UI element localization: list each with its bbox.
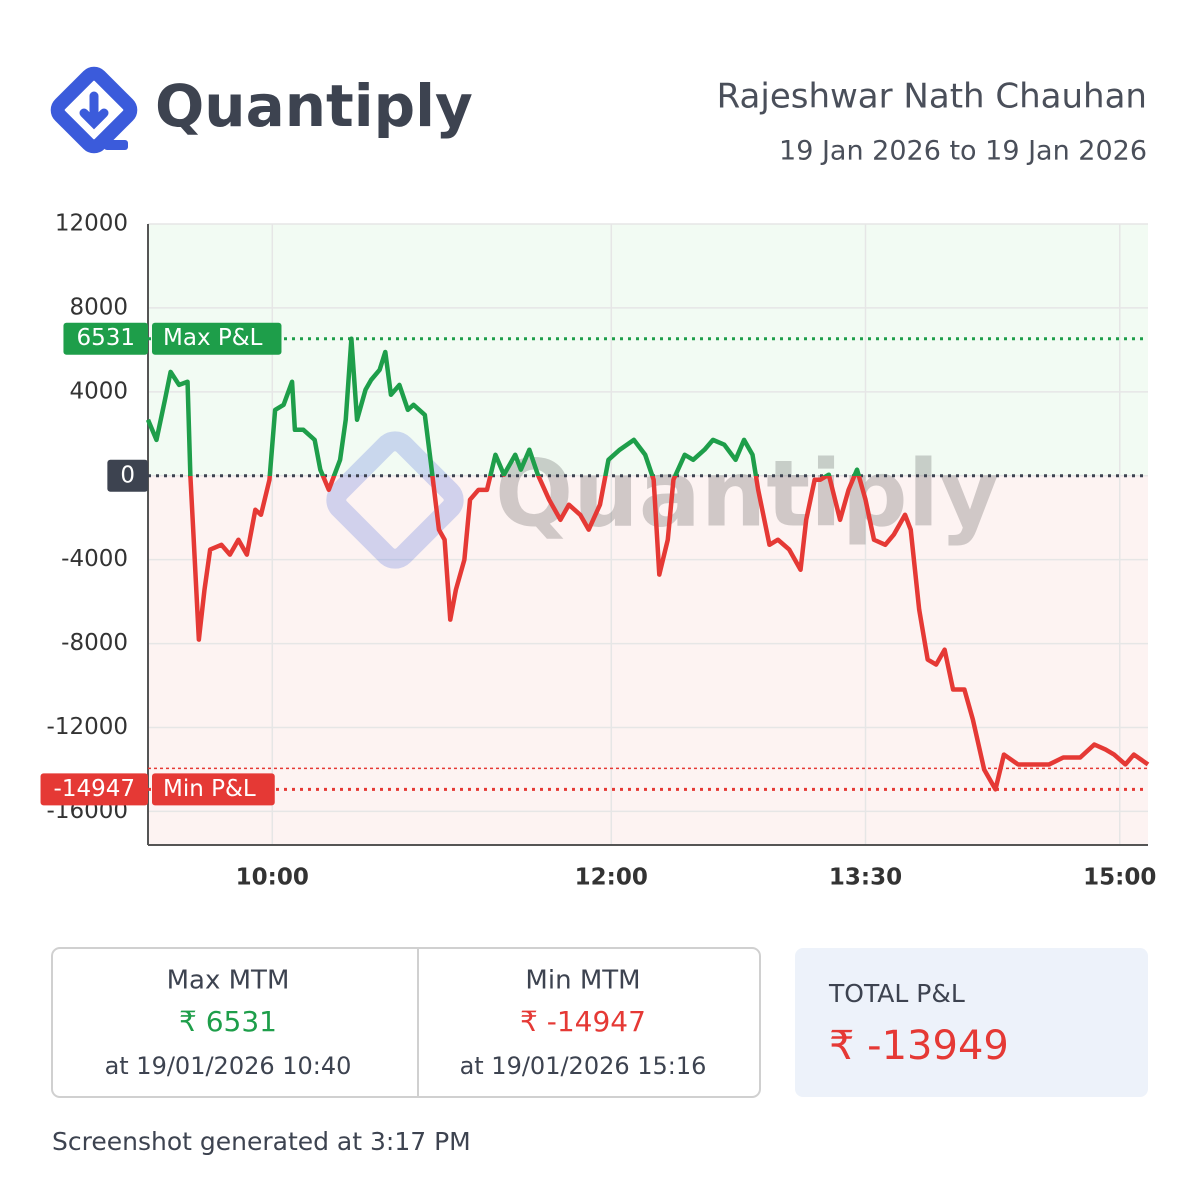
y-tick-label: -12000 xyxy=(47,714,128,740)
stat-title: Max MTM xyxy=(167,966,290,996)
user-name: Rajeshwar Nath Chauhan xyxy=(717,77,1147,117)
footer: Screenshot generated at 3:17 PM xyxy=(52,1127,471,1156)
logo xyxy=(50,66,138,154)
x-tick-label: 10:00 xyxy=(236,865,309,891)
date-range: 19 Jan 2026 to 19 Jan 2026 xyxy=(779,136,1147,167)
watermark-text: Quantiply xyxy=(495,440,999,547)
total-title: TOTAL P&L xyxy=(828,979,965,1008)
reference-value-box xyxy=(63,322,148,355)
y-tick-label: -4000 xyxy=(61,546,128,572)
x-tick-label: 15:00 xyxy=(1083,865,1156,891)
mtm-card xyxy=(51,947,761,1098)
brand: Quantiply xyxy=(155,72,473,140)
x-tick-label: 13:30 xyxy=(829,865,902,891)
reference-value: -14947 xyxy=(54,776,135,802)
watermark: Quantiply xyxy=(326,431,999,569)
reference-value: 0 xyxy=(120,462,135,488)
reference-label: Max P&L xyxy=(163,325,263,351)
y-tick-label: 12000 xyxy=(55,211,128,237)
y-tick-label: 4000 xyxy=(69,378,128,404)
reference-value-box xyxy=(107,459,148,492)
total-value: ₹ -13949 xyxy=(829,1023,1009,1069)
positive-zone xyxy=(148,224,1148,476)
pnl-line xyxy=(145,336,1150,792)
stat-value: ₹ 6531 xyxy=(179,1005,277,1038)
stat-value: ₹ -14947 xyxy=(520,1005,646,1038)
reference-label: Min P&L xyxy=(163,776,256,802)
total-card xyxy=(795,948,1148,1097)
negative-zone xyxy=(148,475,1148,845)
reference-label-box xyxy=(152,322,282,355)
watermark-logo xyxy=(326,431,464,569)
stat-title: Min MTM xyxy=(525,966,640,996)
x-tick-label: 12:00 xyxy=(575,865,648,891)
chart: 12000800040000-4000-8000-12000-1600010:0… xyxy=(40,211,1156,891)
reference-label-box xyxy=(152,773,275,806)
stat-time: at 19/01/2026 15:16 xyxy=(460,1052,707,1080)
reference-value-box xyxy=(40,773,148,806)
y-tick-label: 8000 xyxy=(69,294,128,320)
stat-time: at 19/01/2026 10:40 xyxy=(105,1052,352,1080)
y-tick-label: -8000 xyxy=(61,630,128,656)
reference-value: 6531 xyxy=(76,325,135,351)
